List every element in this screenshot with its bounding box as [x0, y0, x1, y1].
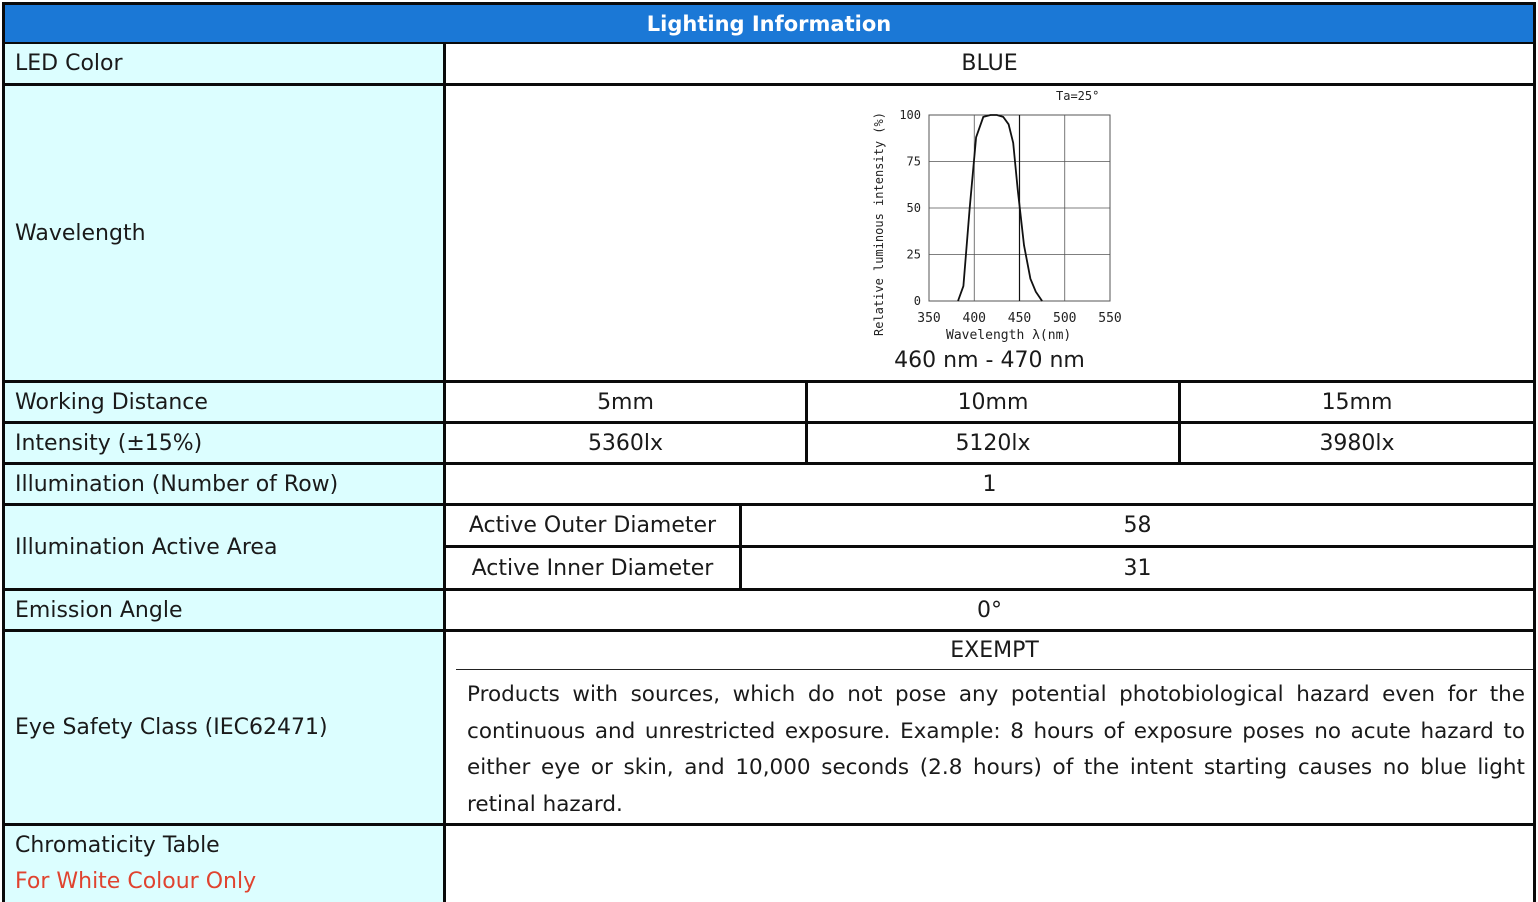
- intensity-15mm-cell: 3980lx: [1181, 424, 1533, 462]
- inner-diameter-value-cell: 31: [742, 548, 1533, 588]
- emission-angle-value-cell: 0°: [446, 591, 1533, 629]
- chromaticity-label-cell: Chromaticity Table For White Colour Only: [5, 826, 443, 902]
- eye-safety-description: Products with sources, which do not pose…: [467, 677, 1525, 823]
- working-distance-15mm-cell: 15mm: [1181, 383, 1533, 421]
- x-tick-label: 350: [917, 311, 940, 326]
- intensity-label: Intensity (±15%): [15, 431, 202, 456]
- table-header: Lighting Information: [5, 5, 1533, 42]
- y-tick-label: 25: [907, 248, 921, 262]
- working-distance-value: 15mm: [1322, 390, 1393, 415]
- working-distance-value: 5mm: [597, 390, 654, 415]
- x-tick-label: 450: [1008, 311, 1031, 326]
- intensity-5mm-cell: 5360lx: [446, 424, 805, 462]
- illumination-rows-label-cell: Illumination (Number of Row): [5, 465, 443, 503]
- led-color-label: LED Color: [15, 51, 123, 76]
- wavelength-label-cell: Wavelength: [5, 86, 443, 380]
- outer-diameter-value-cell: 58: [742, 506, 1533, 545]
- temperature-annotation: Ta=25°: [1056, 89, 1099, 103]
- y-axis-label: Relative luminous intensity (%): [872, 112, 886, 336]
- inner-diameter-label-cell: Active Inner Diameter: [446, 548, 739, 588]
- illumination-rows-value-cell: 1: [446, 465, 1533, 503]
- illumination-rows-value: 1: [983, 472, 997, 497]
- y-tick-label: 100: [899, 108, 921, 122]
- table-title: Lighting Information: [647, 12, 891, 36]
- wavelength-value-cell: 350 400 450 500 550 0 25 50 75 100 Ta=25° Wavelen…: [446, 86, 1533, 380]
- eye-safety-class: EXEMPT: [456, 632, 1533, 670]
- working-distance-label: Working Distance: [15, 390, 208, 415]
- inner-diameter-label: Active Inner Diameter: [472, 556, 714, 581]
- emission-angle-label: Emission Angle: [15, 598, 182, 623]
- working-distance-10mm-cell: 10mm: [808, 383, 1178, 421]
- spectrum-chart: 350 400 450 500 550 0 25 50 75 100 Ta=25° Wavelen…: [446, 86, 1533, 346]
- x-tick-label: 500: [1053, 311, 1076, 326]
- eye-safety-label-cell: Eye Safety Class (IEC62471): [5, 632, 443, 823]
- outer-diameter-value: 58: [1124, 513, 1152, 538]
- working-distance-value: 10mm: [958, 390, 1029, 415]
- intensity-value: 3980lx: [1319, 431, 1394, 456]
- outer-diameter-label-cell: Active Outer Diameter: [446, 506, 739, 545]
- active-area-label-cell: Illumination Active Area: [5, 506, 443, 588]
- eye-safety-value-cell: EXEMPT Products with sources, which do n…: [446, 632, 1533, 823]
- led-color-value-cell: BLUE: [446, 44, 1533, 83]
- outer-diameter-label: Active Outer Diameter: [469, 513, 716, 538]
- inner-diameter-value: 31: [1124, 556, 1152, 581]
- eye-safety-class-value: EXEMPT: [950, 638, 1039, 663]
- intensity-value: 5120lx: [955, 431, 1030, 456]
- led-color-value: BLUE: [961, 51, 1017, 76]
- wavelength-range: 460 nm - 470 nm: [446, 348, 1533, 373]
- active-area-label: Illumination Active Area: [15, 535, 277, 560]
- intensity-label-cell: Intensity (±15%): [5, 424, 443, 462]
- chromaticity-note: For White Colour Only: [15, 864, 256, 900]
- y-tick-label: 50: [907, 201, 921, 215]
- illumination-rows-label: Illumination (Number of Row): [15, 472, 338, 497]
- working-distance-label-cell: Working Distance: [5, 383, 443, 421]
- x-axis-label: Wavelength λ(nm): [946, 328, 1071, 343]
- x-tick-label: 400: [963, 311, 986, 326]
- led-color-label-cell: LED Color: [5, 44, 443, 83]
- eye-safety-label: Eye Safety Class (IEC62471): [15, 715, 328, 740]
- x-tick-label: 550: [1098, 311, 1121, 326]
- working-distance-5mm-cell: 5mm: [446, 383, 805, 421]
- chromaticity-label: Chromaticity Table: [15, 828, 220, 864]
- intensity-value: 5360lx: [588, 431, 663, 456]
- wavelength-label: Wavelength: [15, 221, 146, 246]
- chromaticity-value-cell: [446, 826, 1533, 902]
- y-tick-label: 75: [907, 155, 921, 169]
- y-tick-label: 0: [914, 294, 921, 308]
- emission-angle-label-cell: Emission Angle: [5, 591, 443, 629]
- intensity-10mm-cell: 5120lx: [808, 424, 1178, 462]
- emission-angle-value: 0°: [977, 598, 1002, 623]
